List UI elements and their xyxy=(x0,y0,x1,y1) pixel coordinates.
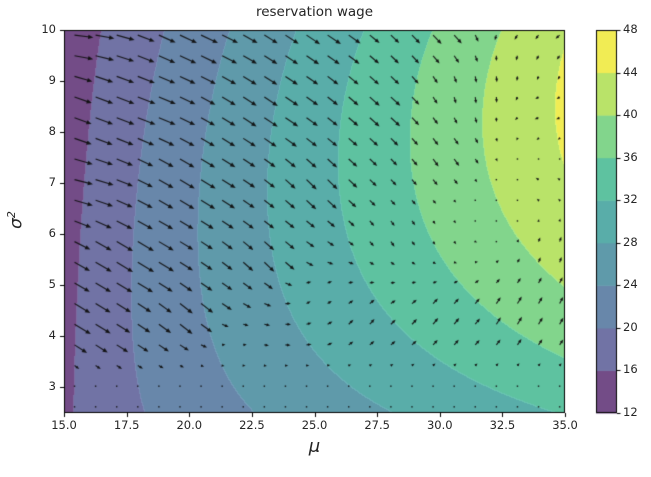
y-tick-label: 8 xyxy=(48,124,56,139)
x-tick-label: 20.0 xyxy=(176,418,203,432)
y-axis-label-base: σ xyxy=(6,218,27,229)
colorbar-tick-label: 40 xyxy=(623,107,638,122)
x-tick-label: 15.0 xyxy=(51,418,77,432)
x-tick-label: 30.0 xyxy=(426,418,453,432)
y-tick-label: 3 xyxy=(48,379,56,394)
y-tick-label: 4 xyxy=(48,328,56,343)
chart-title: reservation wage xyxy=(255,4,374,20)
x-tick-label: 32.5 xyxy=(489,418,516,432)
x-tick-label: 27.5 xyxy=(364,418,390,432)
colorbar-tick-label: 48 xyxy=(623,22,638,36)
colorbar-tick-label: 12 xyxy=(623,405,638,419)
x-axis-label: μ xyxy=(308,436,321,457)
y-axis-label-exponent: 2 xyxy=(5,211,18,219)
y-tick-label: 6 xyxy=(48,226,56,241)
colorbar-tick-label: 24 xyxy=(623,277,638,292)
colorbar-tick-label: 20 xyxy=(623,319,638,334)
x-tick-label: 17.5 xyxy=(113,418,140,432)
x-tick-label: 25.0 xyxy=(301,418,328,432)
colorbar-tick-label: 36 xyxy=(623,149,638,164)
colorbar-tick-label: 16 xyxy=(623,362,638,377)
x-tick-label: 35.0 xyxy=(552,418,578,432)
y-tick-label: 5 xyxy=(48,277,56,292)
y-tick-label: 9 xyxy=(48,73,56,88)
y-tick-label: 10 xyxy=(41,22,56,36)
x-tick-label: 22.5 xyxy=(239,418,265,432)
colorbar-tick-label: 28 xyxy=(623,234,638,249)
colorbar-tick-label: 44 xyxy=(623,64,638,79)
colorbar-tick-label: 32 xyxy=(623,192,638,207)
y-tick-label: 7 xyxy=(48,175,56,190)
y-axis-label: σ2 xyxy=(5,200,31,240)
